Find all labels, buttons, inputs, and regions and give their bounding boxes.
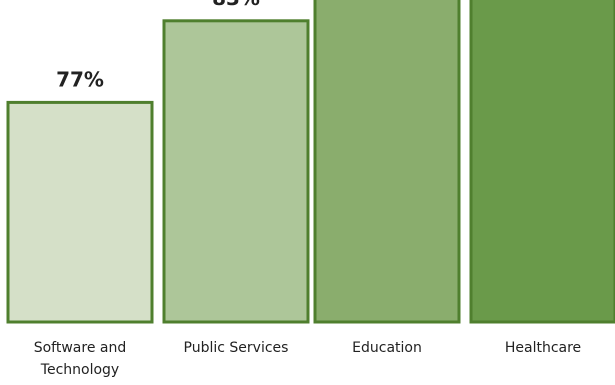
category-label-0: Software and Technology — [34, 340, 127, 378]
value-labels-group: 77%83%91%94% — [56, 0, 260, 91]
bars-group — [6, 0, 615, 324]
bar-2 — [313, 0, 461, 324]
value-label-1: 83% — [212, 0, 260, 10]
category-label-2: Education — [352, 340, 422, 356]
value-label-0: 77% — [56, 67, 104, 91]
category-label-3: Healthcare — [505, 340, 581, 356]
category-labels-group: Software and Technology Public Services Edu… — [34, 340, 581, 378]
category-label-1: Public Services — [184, 340, 289, 356]
bar-3 — [469, 0, 615, 324]
bar-0 — [6, 100, 154, 324]
bar-1 — [162, 19, 310, 324]
